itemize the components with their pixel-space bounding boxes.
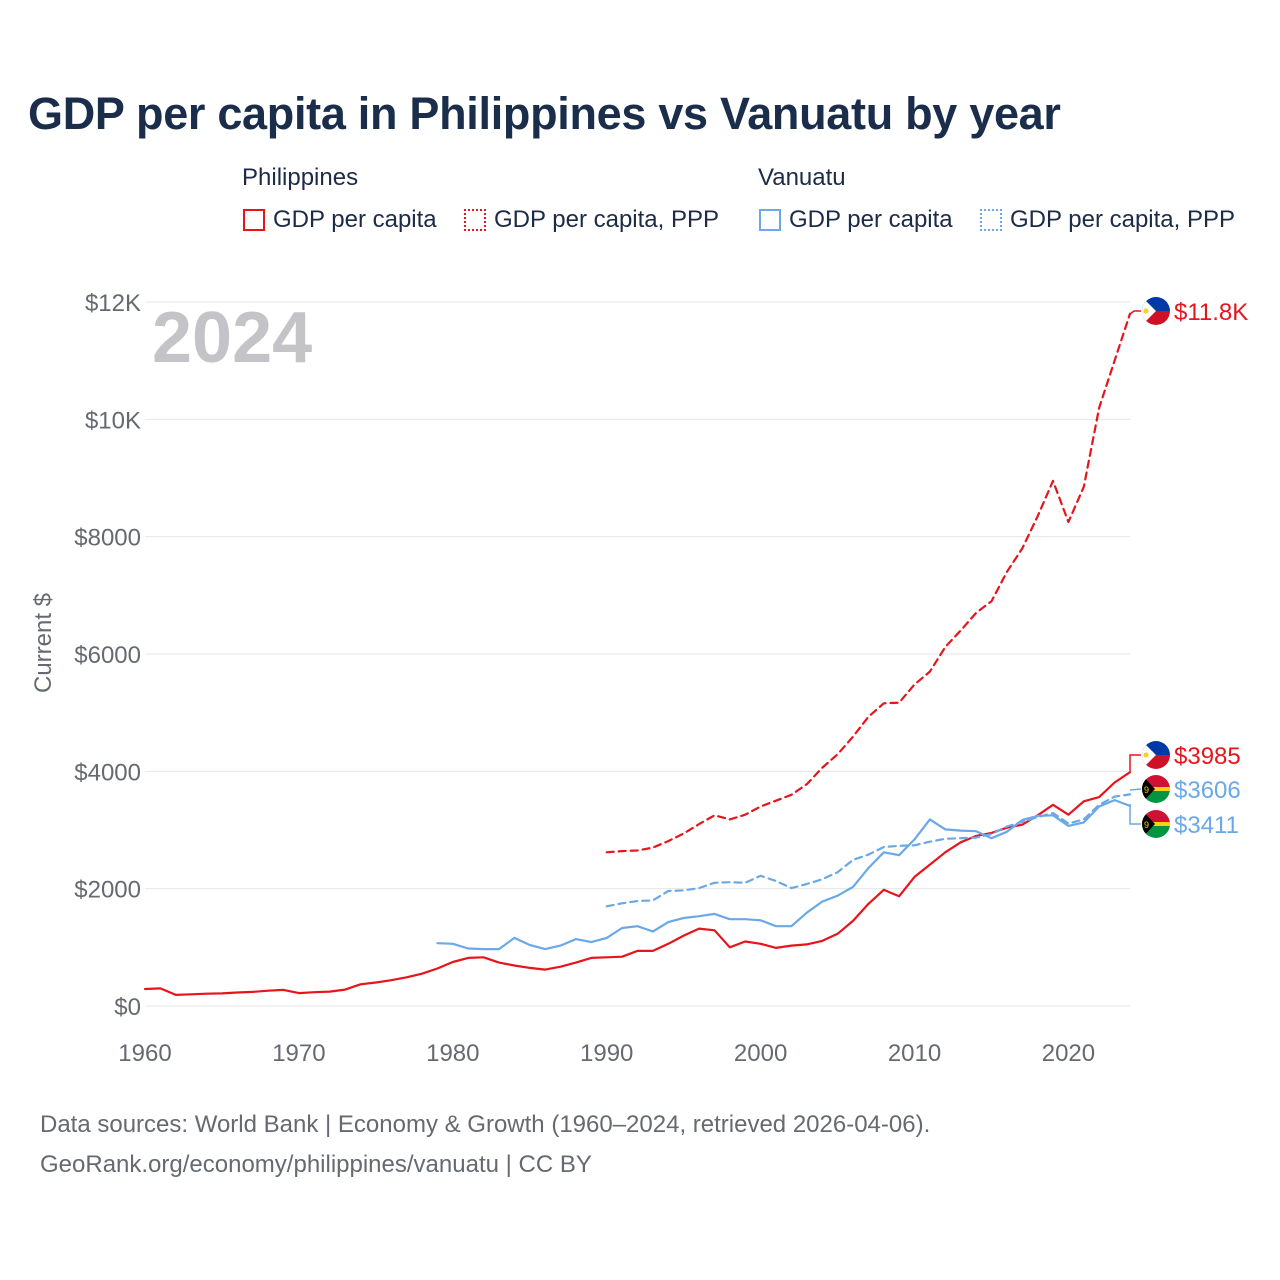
- legend-label: GDP per capita, PPP: [494, 206, 719, 233]
- legend-swatch-solid-blue: [759, 209, 781, 231]
- y-tick-label: $10K: [85, 407, 141, 434]
- y-tick-label: $0: [114, 994, 141, 1021]
- svg-text:9: 9: [1144, 820, 1149, 830]
- legend-label: GDP per capita: [789, 206, 953, 233]
- end-label-philippines-gdp: $3985: [1174, 743, 1241, 770]
- series-line-philippines-solid: [143, 771, 1132, 997]
- x-tick-label: 1970: [272, 1040, 325, 1067]
- legend-swatch-dotted-blue: [980, 209, 1002, 231]
- y-axis-label: Current $: [30, 593, 57, 693]
- legend-item-philippines-gdp-ppp[interactable]: GDP per capita, PPP: [464, 204, 719, 236]
- y-tick-label: $2000: [74, 877, 141, 904]
- legend-label: GDP per capita: [273, 206, 437, 233]
- x-tick-label: 2010: [888, 1040, 941, 1067]
- legend-item-vanuatu-gdp-ppp[interactable]: GDP per capita, PPP: [980, 204, 1235, 236]
- x-tick-label: 1990: [580, 1040, 633, 1067]
- y-tick-label: $4000: [74, 759, 141, 786]
- end-label-vanuatu-gdp: $3411: [1174, 812, 1239, 839]
- y-tick-label: $8000: [74, 525, 141, 552]
- chart-title: GDP per capita in Philippines vs Vanuatu…: [28, 88, 1061, 139]
- legend-item-philippines-gdp[interactable]: GDP per capita: [243, 204, 437, 236]
- legend-swatch-solid-red: [243, 209, 265, 231]
- source-note: Data sources: World Bank | Economy & Gro…: [40, 1105, 930, 1185]
- connector-ph-ppp: [1129, 310, 1141, 315]
- legend-swatch-dotted-red: [464, 209, 486, 231]
- vanuatu-flag-icon: 9: [1142, 810, 1170, 838]
- source-line-2: GeoRank.org/economy/philippines/vanuatu …: [40, 1151, 592, 1178]
- source-line-1: Data sources: World Bank | Economy & Gro…: [40, 1111, 931, 1138]
- connector-vu-ppp: [1129, 788, 1142, 791]
- series-line-vanuatu-solid: [436, 798, 1132, 951]
- x-tick-label: 1980: [426, 1040, 479, 1067]
- end-label-vanuatu-ppp: $3606: [1174, 777, 1241, 804]
- x-tick-label: 2000: [734, 1040, 787, 1067]
- legend-label: GDP per capita, PPP: [1010, 206, 1235, 233]
- year-watermark: 2024: [152, 298, 312, 378]
- legend-group-philippines: Philippines: [242, 164, 359, 191]
- series-line-philippines-dashed: [605, 312, 1132, 854]
- legend-item-vanuatu-gdp[interactable]: GDP per capita: [759, 204, 953, 236]
- philippines-flag-icon: [1142, 741, 1170, 769]
- vanuatu-flag-icon: 9: [1142, 775, 1170, 803]
- philippines-flag-icon: [1142, 297, 1170, 325]
- x-tick-label: 2020: [1042, 1040, 1095, 1067]
- svg-text:9: 9: [1144, 785, 1149, 795]
- connector-vu-gdp: [1129, 804, 1141, 825]
- end-label-philippines-ppp: $11.8K: [1174, 299, 1248, 326]
- legend-group-vanuatu: Vanuatu: [758, 164, 846, 191]
- y-tick-label: $6000: [74, 642, 141, 669]
- connector-ph-gdp: [1129, 754, 1141, 771]
- x-tick-label: 1960: [118, 1040, 171, 1067]
- series-line-vanuatu-dashed: [605, 793, 1132, 908]
- y-tick-label: $12K: [85, 290, 141, 317]
